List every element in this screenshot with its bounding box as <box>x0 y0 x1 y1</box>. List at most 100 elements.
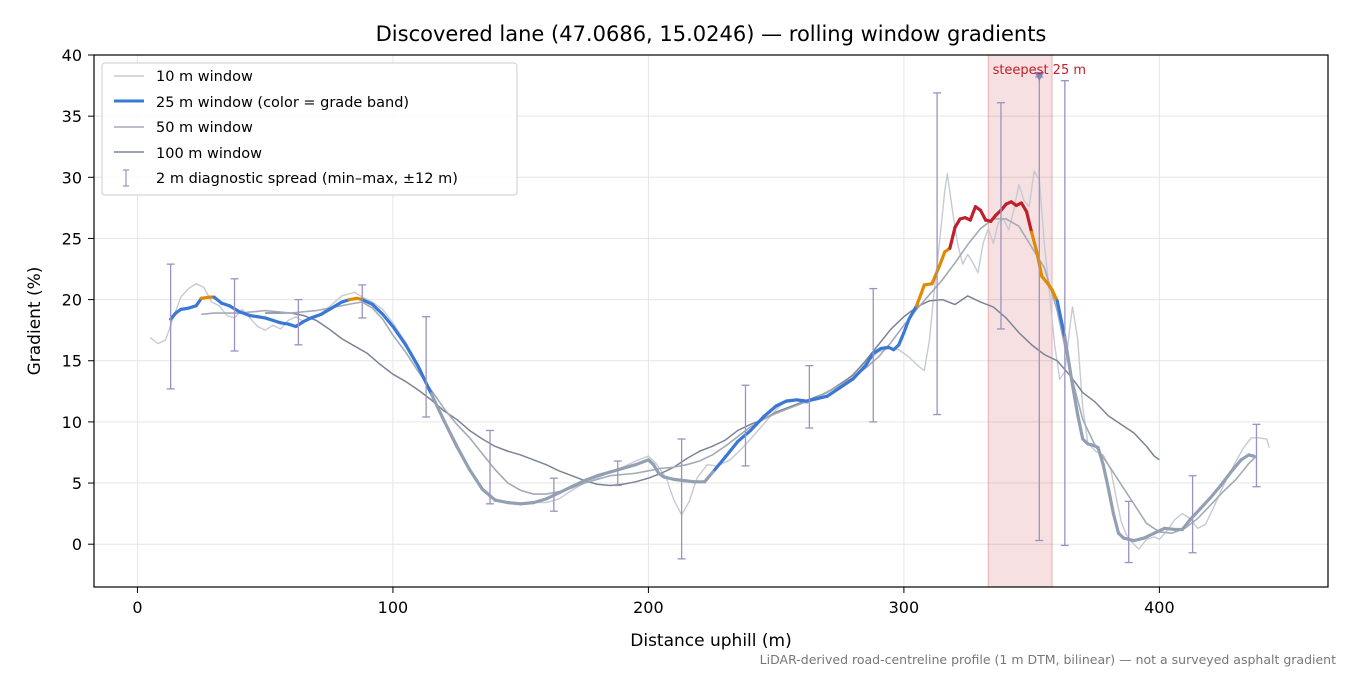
steepest-band-layer <box>987 54 1053 588</box>
series-segment-25m <box>582 474 599 483</box>
x-tick-label: 200 <box>633 598 664 617</box>
series-segment-25m <box>330 300 344 310</box>
series-segment-25m <box>907 304 919 321</box>
series-segment-25m <box>1229 458 1243 474</box>
series-segment-25m <box>1208 483 1223 500</box>
series-segment-25m <box>1219 470 1233 488</box>
series-segment-25m <box>595 470 612 478</box>
series-segment-25m <box>544 491 561 501</box>
legend-label-errorbar: 2 m diagnostic spread (min–max, ±12 m) <box>156 171 458 187</box>
x-tick-label: 0 <box>132 598 142 617</box>
series-segment-25m <box>238 310 252 318</box>
error-bar <box>613 460 622 487</box>
series-segment-25m <box>736 428 753 444</box>
error-bar <box>166 263 175 390</box>
series-segment-25m <box>1247 453 1256 458</box>
series-segment-25m <box>651 463 661 475</box>
series-line-50m <box>201 218 1258 534</box>
series-layer <box>149 170 1270 550</box>
series-segment-25m <box>761 404 778 419</box>
steepest-band <box>987 54 1053 588</box>
series-segment-25m <box>948 225 957 250</box>
series-segment-25m <box>978 208 988 222</box>
error-bar <box>1252 423 1261 488</box>
series-segment-25m <box>863 351 875 368</box>
series-segment-25m <box>1024 209 1034 234</box>
series-segment-25m <box>1152 526 1167 535</box>
x-tick-label: 100 <box>378 598 409 617</box>
x-axis-title: Distance uphill (m) <box>630 631 791 651</box>
series-segment-25m <box>682 479 696 484</box>
series-segment-25m <box>621 463 638 470</box>
y-tick-label: 20 <box>62 291 82 310</box>
series-segment-25m <box>1198 496 1213 511</box>
series-segment-25m <box>634 458 651 467</box>
error-bar <box>1188 475 1197 554</box>
legend-label-10m: 10 m window <box>156 69 253 85</box>
series-segment-25m <box>774 399 788 408</box>
series-segment-25m <box>519 501 536 506</box>
series-segment-25m <box>749 415 765 433</box>
error-bar <box>741 384 750 467</box>
series-segment-25m <box>1180 518 1192 532</box>
series-segment-25m <box>557 485 574 495</box>
series-segment-25m <box>429 392 446 423</box>
series-segment-25m <box>1111 512 1121 535</box>
axes-frame <box>93 54 1329 588</box>
series-segment-25m <box>506 501 523 506</box>
y-tick-label: 0 <box>72 535 82 554</box>
series-segment-25m <box>319 306 334 316</box>
error-bar <box>486 429 495 505</box>
steepest-label: steepest 25 m <box>993 63 1086 78</box>
y-tick-label: 25 <box>62 229 82 248</box>
series-segment-25m <box>608 466 625 474</box>
series-segment-25m <box>838 377 855 390</box>
legend-label-25m: 25 m window (color = grade band) <box>156 95 409 111</box>
series-segment-25m <box>915 283 926 308</box>
series-segment-25m <box>713 455 727 472</box>
axes-border <box>93 54 1329 588</box>
y-tick-label: 40 <box>62 46 82 65</box>
legend-swatch-errorbar <box>123 169 129 187</box>
error-bar <box>933 92 942 416</box>
series-segment-25m <box>1188 507 1202 522</box>
series-segment-25m <box>1076 412 1085 441</box>
y-tick-label: 15 <box>62 352 82 371</box>
series-segment-25m <box>480 487 497 502</box>
series-segment-25m <box>416 365 433 396</box>
legend: 10 m window 25 m window (color = grade b… <box>101 62 518 196</box>
legend-label-50m: 50 m window <box>156 120 253 136</box>
series-segment-25m <box>531 497 548 505</box>
series-segment-25m <box>404 343 421 369</box>
tick-layer: 0 100 200 300 400 0 5 10 15 20 25 30 35 40 <box>62 46 1175 617</box>
series-segment-25m <box>938 250 947 267</box>
steepest-marker-layer: steepest 25 m <box>993 63 1086 82</box>
series-segment-25m <box>897 331 906 347</box>
y-tick-label: 35 <box>62 107 82 126</box>
series-segment-25m <box>370 302 385 316</box>
series-segment-25m <box>381 312 395 329</box>
series-segment-25m <box>467 467 484 491</box>
series-segment-25m <box>1070 383 1080 417</box>
error-bar <box>294 298 303 346</box>
series-segment-25m <box>391 324 408 347</box>
series-segment-25m <box>815 394 829 401</box>
error-bar <box>1124 500 1133 564</box>
error-bar <box>358 284 367 319</box>
series-segment-25m <box>1132 536 1146 543</box>
series-segment-25m <box>723 439 740 459</box>
chart-title: Discovered lane (47.0686, 15.0246) — rol… <box>376 22 1047 46</box>
error-bar-layer <box>166 76 1261 564</box>
legend-box <box>101 62 518 196</box>
error-bar <box>1060 80 1069 547</box>
error-bar <box>869 287 878 423</box>
legend-label-100m: 100 m window <box>156 146 262 162</box>
series-segment-25m <box>672 477 686 483</box>
y-tick-label: 10 <box>62 413 82 432</box>
series-segment-25m <box>703 467 717 484</box>
series-segment-25m <box>968 205 978 222</box>
x-tick-label: 400 <box>1144 598 1175 617</box>
series-segment-25m <box>212 295 224 305</box>
series-segment-25m <box>1162 526 1177 532</box>
